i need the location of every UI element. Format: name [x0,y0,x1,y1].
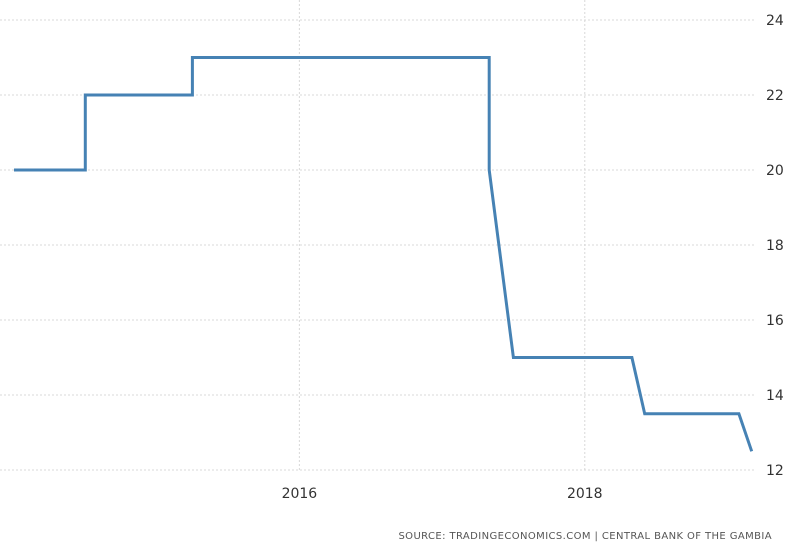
y-tick-label: 18 [766,238,784,254]
x-tick-label: 2018 [567,486,603,502]
y-tick-label: 14 [766,388,784,404]
y-tick-label: 24 [766,13,784,29]
y-tick-label: 20 [766,163,784,179]
x-tick-label: 2016 [282,486,318,502]
y-tick-label: 12 [766,463,784,479]
x-axis-ticks: 2016 2018 [282,486,603,502]
y-axis-ticks: 12 14 16 18 20 22 24 [766,13,784,479]
series-layer [14,56,754,452]
y-tick-label: 22 [766,88,784,104]
source-note: SOURCE: TRADINGECONOMICS.COM | CENTRAL B… [398,531,772,542]
series-line [14,56,754,452]
y-tick-label: 16 [766,313,784,329]
